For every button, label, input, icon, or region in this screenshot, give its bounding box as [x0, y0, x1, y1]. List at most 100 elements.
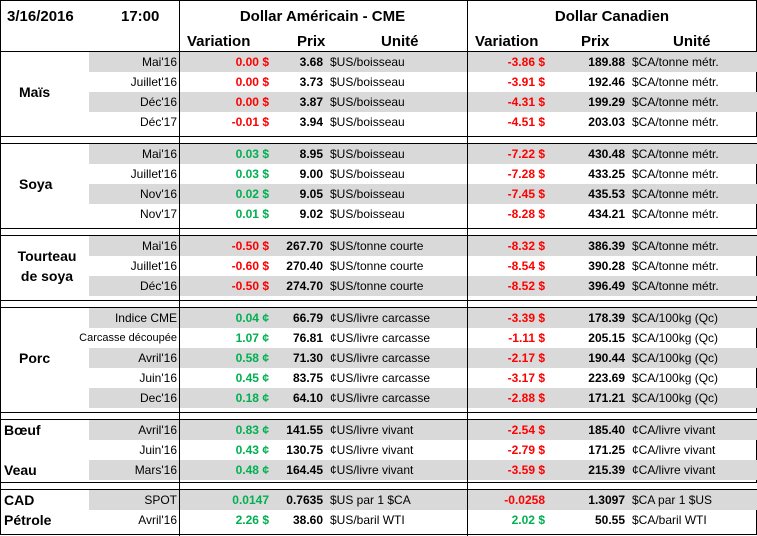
ca-price: 396.49	[588, 279, 625, 293]
commodity-label: CAD	[4, 492, 35, 508]
us-price: 0.7635	[286, 493, 323, 507]
ca-unit: $CA/100kg (Qc)	[632, 351, 719, 365]
contract-month: Avril'16	[138, 513, 177, 527]
us-price: 83.75	[292, 371, 323, 385]
us-price: 141.55	[286, 423, 323, 437]
ca-price: 171.25	[588, 443, 625, 457]
row-shading	[89, 308, 757, 328]
contract-month: Déc'16	[140, 95, 177, 109]
us-price: 8.95	[299, 147, 323, 161]
us-variation: 0.48 ¢	[235, 463, 269, 477]
table-row: Juillet'16 -0.60 $ 270.40 $US/tonne courte -…	[1, 256, 757, 276]
commodity-label: Bœuf	[4, 422, 41, 438]
us-unit: $US/tonne courte	[330, 239, 424, 253]
commodity-label-line: de soya	[20, 268, 74, 284]
ca-variation: -8.52 $	[507, 279, 545, 293]
us-variation: -0.50 $	[231, 239, 269, 253]
ca-unit: $CA/tonne métr.	[632, 207, 719, 221]
ca-price: 178.39	[588, 311, 625, 325]
us-unit: $US par 1 $CA	[330, 493, 411, 507]
column-divider	[179, 1, 180, 536]
table-row: Pétrole Avril'16 2.26 $ 38.60 $US/baril WTI 2…	[1, 510, 757, 530]
us-unit: ¢US/livre carcasse	[330, 391, 431, 405]
contract-month: Indice CME	[114, 311, 177, 325]
row-shading	[89, 348, 757, 368]
us-variation: 0.45 ¢	[235, 371, 269, 385]
us-variation: 0.58 ¢	[235, 351, 269, 365]
us-price: 274.70	[286, 279, 323, 293]
us-variation: -0.60 $	[231, 259, 269, 273]
table-row: Carcasse découpée 1.07 ¢ 76.81 ¢US/livre ca…	[1, 328, 757, 348]
commodity-label: Veau	[4, 462, 37, 478]
us-unit: $US/boisseau	[330, 55, 405, 69]
table-row: Juillet'16 0.03 $ 9.00 $US/boisseau -7.28 $ 4…	[1, 164, 757, 184]
us-price: 38.60	[292, 513, 323, 527]
us-unit: $US/boisseau	[330, 115, 405, 129]
ca-variation: -2.79 $	[507, 443, 545, 457]
us-unit: ¢US/livre vivant	[330, 443, 414, 457]
table-row: Juin'16 0.43 ¢ 130.75 ¢US/livre vivant -2.79…	[1, 440, 757, 460]
ca-unit: $CA/tonne métr.	[632, 239, 719, 253]
header-row-1: 3/16/2016 17:00 Dollar Américain - CME D…	[1, 1, 757, 31]
table-row: Dec'16 0.18 ¢ 64.10 ¢US/livre carcasse -2.88…	[1, 388, 757, 408]
us-unit: ¢US/livre carcasse	[330, 371, 431, 385]
us-price: 9.05	[299, 187, 323, 201]
commodity-label: Maïs	[5, 52, 89, 132]
us-unit: ¢US/livre vivant	[330, 463, 414, 477]
commodity-label: Porc	[5, 308, 89, 408]
contract-month: Juillet'16	[130, 259, 177, 273]
commodity-label: Pétrole	[4, 512, 52, 528]
ca-variation: -4.31 $	[507, 95, 545, 109]
section-separator	[1, 228, 757, 236]
ca-variation: -7.45 $	[507, 187, 545, 201]
header-row-2: Variation Prix Unité Variation Prix Unit…	[1, 31, 757, 51]
us-unit: $US/boisseau	[330, 75, 405, 89]
section-separator	[1, 300, 757, 308]
us-price: 9.00	[299, 167, 323, 181]
ca-variation: -3.91 $	[507, 75, 545, 89]
us-price: 71.30	[292, 351, 323, 365]
ca-price: 190.44	[588, 351, 625, 365]
ca-price: 435.53	[588, 187, 625, 201]
us-variation: 0.03 $	[235, 147, 269, 161]
contract-month: Juillet'16	[130, 167, 177, 181]
us-price-header: Prix	[297, 32, 326, 50]
table-row: Nov'17 0.01 $ 9.02 $US/boisseau -8.28 $ 434.2…	[1, 204, 757, 224]
us-variation: -0.50 $	[231, 279, 269, 293]
contract-month: Juin'16	[139, 371, 177, 385]
us-variation: 0.02 $	[235, 187, 269, 201]
contract-month: Mars'16	[134, 463, 177, 477]
contract-month: SPOT	[144, 493, 177, 507]
us-unit: ¢US/livre carcasse	[330, 351, 431, 365]
ca-variation: -8.32 $	[507, 239, 545, 253]
ca-variation: -4.51 $	[507, 115, 545, 129]
header-divider	[1, 51, 757, 52]
table-row: Bœuf Avril'16 0.83 ¢ 141.55 ¢US/livre vivant…	[1, 420, 757, 440]
report-time: 17:00	[121, 7, 160, 25]
us-variation: 0.01 $	[235, 207, 269, 221]
ca-unit: $CA/100kg (Qc)	[632, 391, 719, 405]
cad-dollar-header: Dollar Canadien	[554, 7, 670, 25]
ca-unit: $CA/tonne métr.	[632, 279, 719, 293]
us-price: 3.87	[299, 95, 323, 109]
us-unit: $US/boisseau	[330, 187, 405, 201]
commodity-label: Tourteau de soya	[5, 236, 89, 296]
contract-month: Dec'16	[140, 391, 177, 405]
us-variation: 0.18 ¢	[235, 391, 269, 405]
ca-variation: -2.17 $	[507, 351, 545, 365]
table-row: Mai'16 -0.50 $ 267.70 $US/tonne courte -8.32…	[1, 236, 757, 256]
contract-month: Nov'17	[140, 207, 177, 221]
table-row: Déc'16 -0.50 $ 274.70 $US/tonne courte -8.52…	[1, 276, 757, 296]
us-variation: -0.01 $	[231, 115, 269, 129]
us-price: 64.10	[292, 391, 323, 405]
us-variation: 0.0147	[232, 493, 269, 507]
row-shading	[89, 184, 757, 204]
ca-unit: $CA/tonne métr.	[632, 55, 719, 69]
ca-price: 223.69	[588, 371, 625, 385]
ca-price: 203.03	[588, 115, 625, 129]
row-shading	[89, 92, 757, 112]
contract-month: Mai'16	[142, 55, 177, 69]
commodity-label-line: Porc	[19, 350, 51, 366]
ca-unit: $CA/tonne métr.	[632, 259, 719, 273]
